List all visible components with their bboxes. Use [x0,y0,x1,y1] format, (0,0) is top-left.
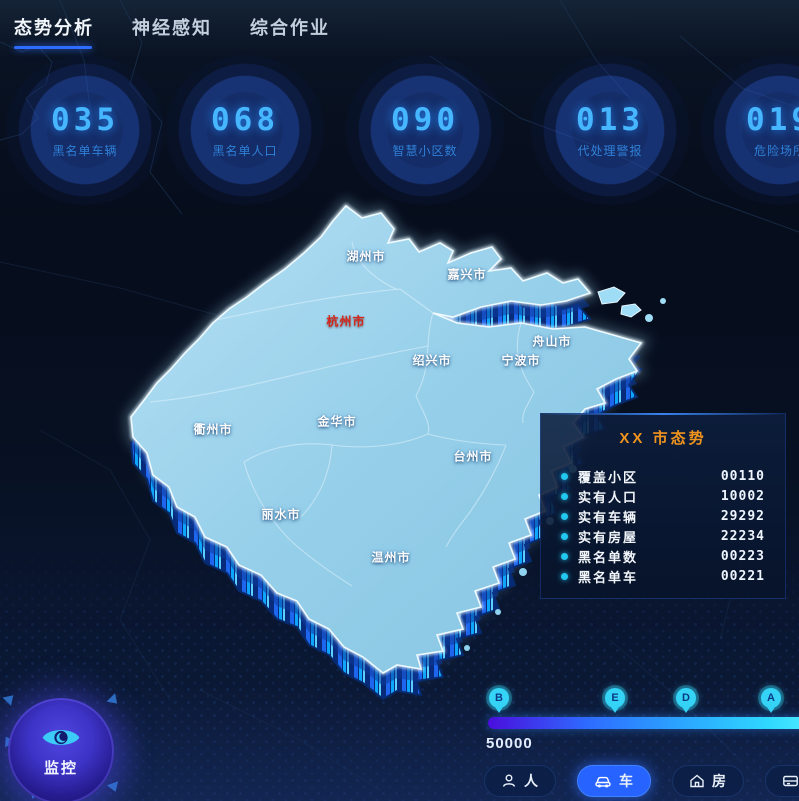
toggle-vehicle[interactable]: 车 [577,765,651,797]
city-situation-panel: XX 市态势 覆盖小区 00110 实有人口 10002 实有车辆 29292 … [540,413,786,599]
stat-label: 黑名单车辆 [52,143,118,158]
range-slider: B E D A 50000 [480,688,799,758]
row-value: 10002 [720,488,765,504]
panel-rows: 覆盖小区 00110 实有人口 10002 实有车辆 29292 实有房屋 22… [541,466,785,586]
row-value: 00110 [720,468,765,484]
panel-row-blacklist-count: 黑名单数 00223 [561,546,765,566]
slider-value: 50000 [486,735,533,752]
tab-situation-analysis[interactable]: 态势分析 [14,14,94,49]
car-icon [595,776,611,788]
slider-pin-d[interactable]: D [676,688,696,713]
slider-track[interactable] [488,717,799,729]
panel-row-covered-communities: 覆盖小区 00110 [561,466,765,486]
stat-label: 黑名单人口 [212,143,278,158]
eye-icon [42,730,80,745]
map-city-lishui[interactable]: 丽水市 [261,507,301,522]
stat-label: 危险场所 [753,143,799,158]
toggle-person[interactable]: 人 [484,765,556,797]
monitor-label: 监控 [43,760,78,777]
stat-label: 代处理警报 [577,143,643,158]
row-label: 实有房屋 [578,529,639,545]
stat-value: 035 [51,101,119,138]
map-city-hangzhou[interactable]: 杭州市 [326,314,366,329]
stat-value: 090 [391,101,459,138]
map-city-huzhou[interactable]: 湖州市 [346,249,386,264]
stat-blacklist-population: 068 黑名单人口 [165,55,325,205]
row-value: 00223 [720,548,765,564]
stat-value: 013 [576,101,644,138]
stat-label: 智慧小区数 [392,143,458,158]
person-icon [502,774,516,787]
slider-pin-e[interactable]: E [605,688,625,713]
slider-pin-b[interactable]: B [489,688,509,713]
map-city-shaoxing[interactable]: 绍兴市 [412,353,452,368]
row-label: 黑名单数 [578,549,639,565]
row-label: 覆盖小区 [578,469,639,485]
map-city-wenzhou[interactable]: 温州市 [371,550,411,565]
map-city-taizhou[interactable]: 台州市 [453,449,493,464]
panel-row-actual-population: 实有人口 10002 [561,486,765,506]
row-label: 实有人口 [578,489,639,505]
bullet-icon [561,492,568,500]
stat-value: 068 [211,101,279,138]
row-label: 实有车辆 [578,509,639,525]
slider-pin-a[interactable]: A [761,688,781,713]
stat-blacklist-vehicles: 035 黑名单车辆 [5,55,165,205]
layer-toggles: 人 车 房 设备 [484,765,799,797]
panel-row-blacklist-vehicles: 黑名单车 00221 [561,566,765,586]
bullet-icon [561,532,568,540]
panel-row-actual-houses: 实有房屋 22234 [561,526,765,546]
bottom-gradient-band [0,686,799,801]
tab-comprehensive-operations[interactable]: 综合作业 [250,18,330,38]
panel-row-actual-vehicles: 实有车辆 29292 [561,506,765,526]
top-nav: 态势分析 神经感知 综合作业 [14,14,330,49]
house-icon [690,774,704,788]
toggle-label: 房 [712,773,727,789]
toggle-device[interactable]: 设备 [765,765,799,797]
map-city-quzhou[interactable]: 衢州市 [193,422,233,437]
toggle-house[interactable]: 房 [672,765,744,797]
toggle-label: 人 [524,773,539,789]
stat-smart-communities: 090 智慧小区数 [345,55,505,205]
bullet-icon [561,512,568,520]
row-value: 00221 [720,568,765,584]
toggle-label: 车 [619,773,634,789]
map-city-zhoushan[interactable]: 舟山市 [532,334,572,349]
device-icon [783,775,798,787]
bullet-icon [561,572,568,580]
row-value: 29292 [720,508,765,524]
map-city-jinhua[interactable]: 金华市 [317,414,357,429]
tab-neural-perception[interactable]: 神经感知 [132,18,212,38]
map-city-ningbo[interactable]: 宁波市 [501,353,541,368]
panel-title: XX 市态势 [619,430,707,447]
bullet-icon [561,552,568,560]
row-value: 22234 [720,528,765,544]
bullet-icon [561,472,568,480]
header-gradient-band [0,0,799,58]
row-label: 黑名单车 [578,569,639,585]
stat-value: 019 [746,101,799,138]
monitor-button[interactable]: 监控 [8,698,114,801]
stat-pending-alerts: 013 代处理警报 [530,55,690,205]
map-city-jiaxing[interactable]: 嘉兴市 [447,267,487,282]
